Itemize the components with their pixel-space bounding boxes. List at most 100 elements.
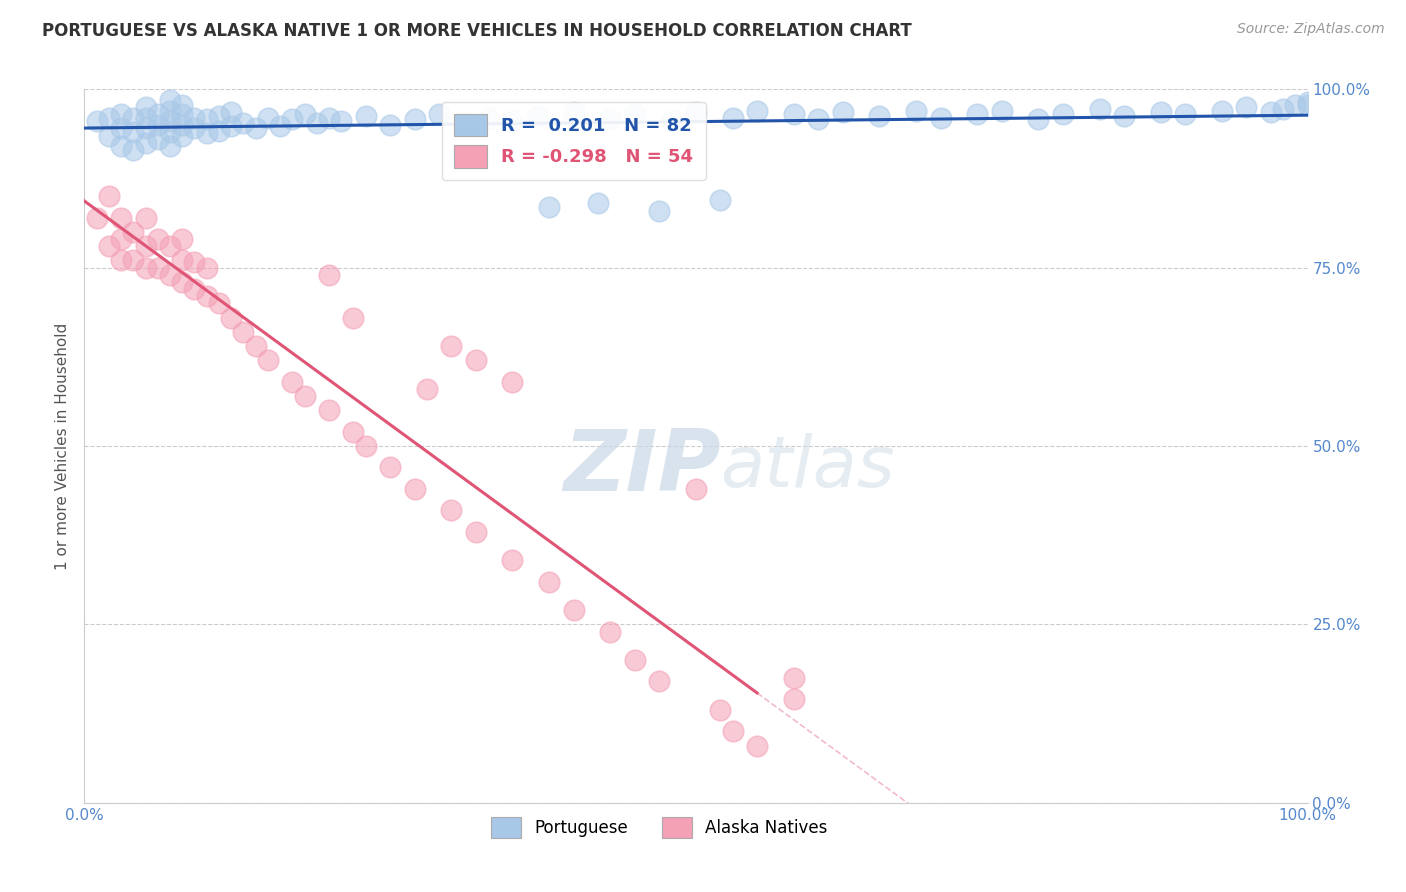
Point [991,103,1014,118]
Point [477,111,499,125]
Point [685,482,707,496]
Point [464,353,486,368]
Point [219,120,242,134]
Point [146,260,169,275]
Point [135,211,157,225]
Point [502,375,524,389]
Point [721,111,744,125]
Point [172,253,194,268]
Point [783,671,806,685]
Point [97,111,120,125]
Point [110,211,132,225]
Point [721,724,744,739]
Point [219,310,242,325]
Point [146,118,169,132]
Point [1296,98,1319,112]
Text: Source: ZipAtlas.com: Source: ZipAtlas.com [1237,22,1385,37]
Point [709,193,731,207]
Point [159,103,181,118]
Point [354,439,377,453]
Point [661,114,683,128]
Point [404,482,426,496]
Point [122,111,145,125]
Point [709,703,731,717]
Point [232,325,254,339]
Point [97,239,120,253]
Point [257,353,280,368]
Point [538,574,561,589]
Point [416,382,439,396]
Point [110,253,132,268]
Point [86,114,108,128]
Point [110,232,132,246]
Point [146,107,169,121]
Point [122,125,145,139]
Point [97,189,120,203]
Point [172,275,194,289]
Point [1284,98,1306,112]
Point [318,111,340,125]
Point [172,128,194,143]
Point [172,118,194,132]
Text: atlas: atlas [720,433,896,502]
Point [440,503,463,517]
Point [330,114,353,128]
Point [159,93,181,107]
Point [440,339,463,353]
Point [562,603,585,617]
Legend: Portuguese, Alaska Natives: Portuguese, Alaska Natives [485,811,834,845]
Point [966,107,988,121]
Point [281,112,304,127]
Point [1052,107,1074,121]
Point [172,107,194,121]
Point [232,116,254,130]
Point [586,196,609,211]
Point [159,239,181,253]
Point [195,127,218,141]
Point [1114,109,1136,123]
Point [427,107,450,121]
Point [245,121,267,136]
Point [624,653,647,667]
Point [562,105,585,120]
Point [807,112,830,127]
Point [1028,112,1050,127]
Point [86,211,108,225]
Point [172,98,194,112]
Point [1150,105,1173,120]
Point [159,268,181,282]
Point [1088,102,1111,116]
Point [1211,103,1233,118]
Point [380,118,402,132]
Point [929,111,952,125]
Point [624,107,647,121]
Point [599,112,621,127]
Point [453,116,475,130]
Text: PORTUGUESE VS ALASKA NATIVE 1 OR MORE VEHICLES IN HOUSEHOLD CORRELATION CHART: PORTUGUESE VS ALASKA NATIVE 1 OR MORE VE… [42,22,912,40]
Point [502,114,524,128]
Point [195,289,218,303]
Point [135,136,157,150]
Point [208,123,231,137]
Point [648,674,671,689]
Point [783,692,806,706]
Point [110,139,132,153]
Point [219,105,242,120]
Text: ZIP: ZIP [562,425,720,509]
Point [183,282,205,296]
Point [342,310,364,325]
Point [208,296,231,310]
Point [208,109,231,123]
Point [1260,105,1282,120]
Point [464,524,486,539]
Point [135,260,157,275]
Point [183,121,205,136]
Point [110,121,132,136]
Point [380,460,402,475]
Point [318,403,340,417]
Point [599,624,621,639]
Point [281,375,304,389]
Point [97,128,120,143]
Point [257,111,280,125]
Point [159,139,181,153]
